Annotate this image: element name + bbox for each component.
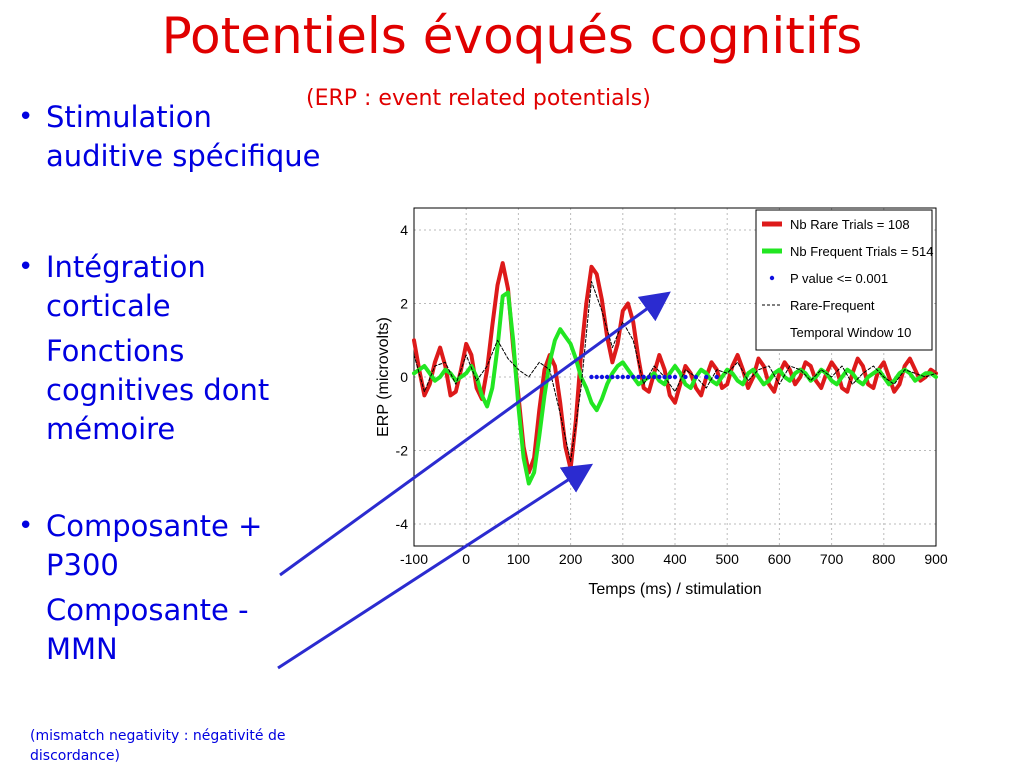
bullet-line: auditive spécifique	[46, 139, 321, 173]
significance-point	[594, 374, 599, 380]
x-tick-label: 600	[768, 551, 792, 567]
x-tick-label: 0	[462, 551, 470, 567]
slide-title: Potentiels évoqués cognitifs	[161, 7, 863, 65]
significance-point	[667, 374, 672, 380]
x-tick-label: 100	[507, 551, 531, 567]
significance-point	[693, 374, 699, 380]
significance-point	[662, 374, 667, 380]
bullet-line: Intégration	[46, 250, 206, 284]
bullet-stimulation: • Stimulation auditive spécifique	[14, 98, 404, 176]
significance-point	[704, 374, 709, 380]
significance-point	[610, 374, 615, 380]
significance-point	[599, 374, 605, 380]
bullet-line: corticale	[46, 289, 171, 323]
legend-label: Rare-Frequent	[790, 298, 875, 313]
significance-point	[646, 374, 652, 380]
bullet-line: Stimulation	[46, 100, 212, 134]
bullet-dot: •	[18, 511, 34, 541]
footnote: (mismatch negativity : négativité de dis…	[30, 728, 286, 764]
significance-point	[625, 374, 631, 380]
significance-point	[589, 374, 594, 380]
significance-point	[641, 374, 646, 380]
sub-item-fonctions: Fonctions cognitives dont mémoire	[14, 332, 404, 449]
x-tick-label: 500	[716, 551, 740, 567]
significance-point	[620, 374, 625, 380]
significance-point	[657, 374, 662, 380]
erp-chart: -100 0 100 200 300 400 500 600 700 800 900-4-2024 …	[375, 207, 948, 598]
legend-swatch-pvalue	[769, 275, 775, 281]
x-tick-label: -100	[400, 551, 428, 567]
bullet-line: mémoire	[46, 412, 176, 446]
legend-box	[755, 209, 933, 351]
x-tick-label: 400	[663, 551, 687, 567]
y-tick-label: 2	[400, 296, 408, 312]
bullet-line: MMN	[46, 632, 118, 666]
significance-point	[615, 374, 620, 380]
significance-point	[604, 374, 610, 380]
y-axis-label: ERP (microvolts)	[375, 317, 392, 437]
x-tick-label: 800	[872, 551, 896, 567]
bullet-line: P300	[46, 548, 119, 582]
legend-label: Nb Rare Trials = 108	[790, 217, 910, 232]
bullet-integration: • Intégration corticale	[14, 248, 404, 326]
bullet-p300: • Composante + P300	[14, 507, 404, 585]
legend-label: P value <= 0.001	[790, 271, 888, 286]
slide-subtitle: (ERP : event related potentials)	[306, 86, 651, 111]
x-tick-label: 200	[559, 551, 583, 567]
x-axis-label: Temps (ms) / stimulation	[588, 581, 761, 598]
bullet-line: cognitives dont	[46, 373, 270, 407]
y-tick-label: -4	[396, 516, 409, 532]
x-tick-label: 900	[924, 551, 948, 567]
bullet-line: Composante -	[46, 593, 249, 627]
x-tick-label: 700	[820, 551, 844, 567]
significance-point	[636, 374, 641, 380]
significance-point	[651, 374, 657, 380]
sub-item-mmn: Composante - MMN	[14, 591, 404, 669]
legend-label: Nb Frequent Trials = 514	[790, 244, 933, 259]
y-tick-label: -2	[396, 442, 409, 458]
significance-point	[631, 374, 636, 380]
x-tick-label: 300	[611, 551, 635, 567]
chart-legend: Nb Rare Trials = 108 Nb Frequent Trials =…	[755, 209, 933, 351]
bullet-dot: •	[18, 102, 34, 132]
bullet-dot: •	[18, 252, 34, 282]
y-tick-label: 0	[400, 369, 408, 385]
bullet-line: Composante +	[46, 509, 263, 543]
legend-label: Temporal Window 10	[790, 325, 911, 340]
significance-point	[672, 374, 678, 380]
bullet-line: Fonctions	[46, 334, 185, 368]
series-line-rare	[412, 261, 938, 475]
bullet-list: • Stimulation auditive spécifique • Inté…	[14, 98, 404, 669]
y-tick-label: 4	[400, 222, 408, 238]
significance-point	[714, 374, 719, 380]
significance-point	[683, 374, 688, 380]
